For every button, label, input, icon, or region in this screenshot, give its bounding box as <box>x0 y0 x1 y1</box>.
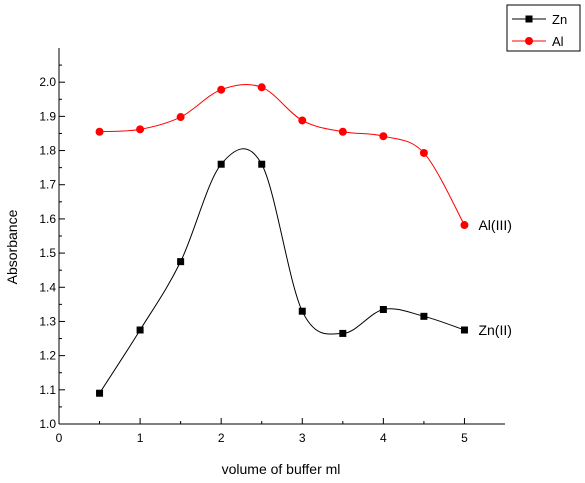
data-point-zn <box>177 258 185 266</box>
series-line-al <box>99 84 465 226</box>
data-point-al <box>257 83 266 92</box>
data-point-zn <box>339 329 347 337</box>
y-tick-label: 1.8 <box>39 144 56 158</box>
y-tick-label: 1.9 <box>39 109 56 123</box>
series-annotation-zn: Zn(II) <box>478 322 511 338</box>
data-point-al <box>136 125 145 134</box>
legend-box <box>506 4 581 52</box>
data-point-al <box>460 221 469 230</box>
x-tick-label: 5 <box>461 431 468 445</box>
data-point-zn <box>460 326 468 334</box>
data-point-al <box>95 127 104 136</box>
y-tick-label: 1.0 <box>39 417 56 431</box>
series-annotation-al: Al(III) <box>478 217 511 233</box>
series-line-zn <box>99 148 465 394</box>
data-point-zn <box>420 312 428 320</box>
y-tick-label: 1.6 <box>39 212 56 226</box>
legend-label: Al <box>552 34 564 49</box>
data-point-al <box>298 116 307 125</box>
y-axis-title: Absorbance <box>4 209 20 284</box>
data-point-zn <box>258 160 266 168</box>
data-point-al <box>379 132 388 141</box>
data-point-zn <box>96 389 104 397</box>
plot-area: 0 1 2 3 4 5 1.0 1.1 1.2 1.3 1.4 1.5 1.6 1.7 1.8 1.9 2.0 Z… <box>39 48 512 445</box>
y-tick-label: 1.3 <box>39 314 56 328</box>
x-tick-label: 3 <box>299 431 306 445</box>
legend-marker <box>525 37 533 45</box>
y-tick-label: 1.1 <box>39 383 56 397</box>
data-point-zn <box>379 305 387 313</box>
x-axis-title: volume of buffer ml <box>222 461 341 477</box>
y-tick-label: 1.7 <box>39 178 56 192</box>
data-point-al <box>338 127 347 136</box>
data-point-al <box>176 113 185 122</box>
y-tick-label: 1.5 <box>39 246 56 260</box>
x-tick-label: 2 <box>218 431 225 445</box>
y-tick-label: 1.2 <box>39 349 56 363</box>
y-tick-label: 1.4 <box>39 280 56 294</box>
y-tick-label: 2.0 <box>39 75 56 89</box>
legend: Zn Al <box>506 4 581 52</box>
data-point-al <box>419 148 428 157</box>
data-point-zn <box>217 160 225 168</box>
data-point-zn <box>298 307 306 315</box>
x-tick-label: 1 <box>137 431 144 445</box>
legend-marker <box>525 15 533 23</box>
data-point-zn <box>136 326 144 334</box>
x-tick-label: 0 <box>56 431 63 445</box>
data-point-al <box>217 85 226 94</box>
x-tick-label: 4 <box>380 431 387 445</box>
legend-label: Zn <box>552 12 567 27</box>
